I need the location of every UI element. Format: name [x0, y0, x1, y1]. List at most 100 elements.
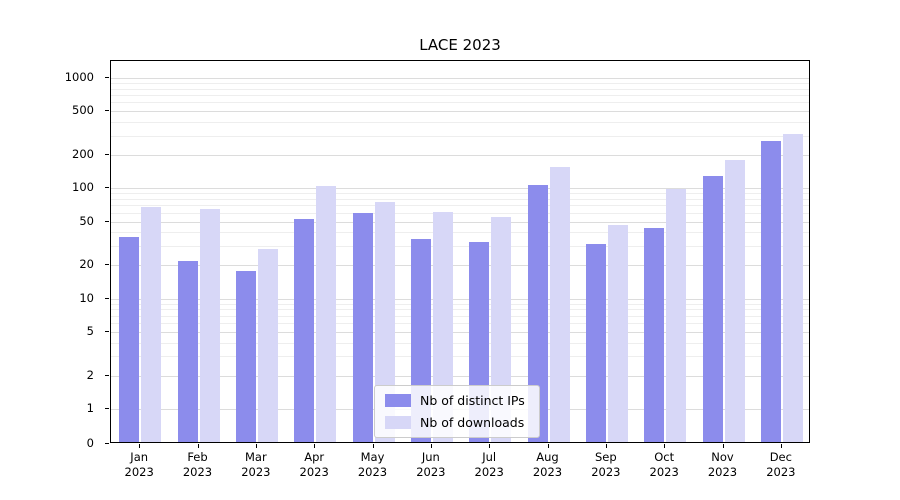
- legend: Nb of distinct IPs Nb of downloads: [374, 385, 540, 438]
- x-tick-mark: [605, 444, 607, 448]
- major-gridline: [111, 331, 809, 333]
- y-tick-mark: [105, 330, 109, 332]
- y-tick-mark: [105, 264, 109, 266]
- y-tick-label: 20: [79, 257, 94, 272]
- y-tick-mark: [105, 443, 109, 444]
- x-tick-label: Nov 2023: [707, 450, 738, 479]
- major-gridline: [111, 375, 809, 377]
- legend-item-downloads: Nb of downloads: [385, 415, 525, 430]
- major-gridline: [111, 221, 809, 223]
- y-tick-label: 0: [86, 436, 94, 450]
- bar: [782, 133, 803, 442]
- x-tick-mark: [722, 444, 724, 448]
- y-tick-label: 50: [79, 213, 94, 228]
- minor-gridline: [111, 303, 809, 305]
- bar: [177, 261, 198, 442]
- minor-gridline: [111, 356, 809, 358]
- legend-item-distinct-ips: Nb of distinct IPs: [385, 393, 525, 408]
- bar: [119, 236, 140, 442]
- minor-gridline: [111, 193, 809, 195]
- legend-label-distinct-ips: Nb of distinct IPs: [420, 393, 525, 408]
- minor-gridline: [111, 323, 809, 325]
- x-tick-label: Jan 2023: [124, 450, 154, 479]
- x-tick-mark: [197, 444, 199, 448]
- bar: [199, 209, 220, 442]
- x-tick-label: Aug 2023: [532, 450, 563, 479]
- y-tick-label: 100: [72, 180, 94, 195]
- minor-gridline: [111, 102, 809, 104]
- bar: [702, 175, 723, 442]
- major-gridline: [111, 155, 809, 157]
- minor-gridline: [111, 83, 809, 85]
- minor-gridline: [111, 121, 809, 123]
- minor-gridline: [111, 212, 809, 214]
- bar: [141, 206, 162, 442]
- minor-gridline: [111, 342, 809, 344]
- x-tick-mark: [547, 444, 549, 448]
- legend-swatch-downloads: [385, 416, 411, 429]
- x-tick-label: Apr 2023: [299, 450, 329, 479]
- legend-label-downloads: Nb of downloads: [420, 415, 525, 430]
- plot-area: Nb of distinct IPs Nb of downloads: [110, 60, 810, 443]
- major-gridline: [111, 78, 809, 79]
- y-tick-mark: [105, 154, 109, 156]
- bar: [294, 218, 315, 442]
- minor-gridline: [111, 232, 809, 234]
- bar: [235, 271, 256, 442]
- minor-gridline: [111, 199, 809, 201]
- x-tick-mark: [314, 444, 316, 448]
- major-gridline: [111, 298, 809, 300]
- x-axis: Jan 2023 Feb 2023 Mar 2023 Apr 2023 May 2023 Jun 20…: [110, 443, 810, 488]
- bar: [724, 159, 745, 442]
- y-tick-mark: [105, 220, 109, 222]
- legend-swatch-distinct-ips: [385, 394, 411, 407]
- bar: [352, 213, 373, 442]
- x-tick-label: Jul 2023: [474, 450, 504, 479]
- major-gridline: [111, 188, 809, 190]
- bar: [257, 249, 278, 442]
- y-tick-label: 200: [72, 147, 94, 162]
- x-tick-label: Oct 2023: [649, 450, 679, 479]
- bar: [760, 140, 781, 442]
- bar: [527, 184, 548, 442]
- major-gridline: [111, 265, 809, 267]
- x-tick-label: Dec 2023: [766, 450, 796, 479]
- bar: [316, 186, 337, 442]
- y-tick-label: 1000: [64, 70, 94, 84]
- bar: [585, 244, 606, 442]
- y-tick-mark: [105, 77, 109, 78]
- x-tick-mark: [372, 444, 374, 448]
- minor-gridline: [111, 135, 809, 137]
- bar: [666, 188, 687, 442]
- x-tick-label: Feb 2023: [182, 450, 213, 479]
- y-tick-mark: [105, 187, 109, 189]
- y-tick-mark: [105, 374, 109, 376]
- y-tick-mark: [105, 297, 109, 299]
- y-tick-label: 5: [86, 323, 94, 338]
- y-tick-mark: [105, 110, 109, 112]
- chart-title: LACE 2023: [419, 36, 501, 54]
- minor-gridline: [111, 315, 809, 317]
- y-tick-label: 2: [86, 367, 94, 382]
- bar: [374, 202, 395, 442]
- bar: [432, 211, 453, 442]
- bar: [549, 166, 570, 442]
- bar: [644, 227, 665, 442]
- minor-gridline: [111, 88, 809, 90]
- y-axis: 0 1 2 5 10 20 50 100 200 500 1000: [0, 60, 110, 450]
- y-tick-mark: [105, 408, 109, 409]
- x-tick-mark: [489, 444, 491, 448]
- x-tick-mark: [780, 444, 782, 448]
- x-tick-label: Sep 2023: [591, 450, 621, 479]
- y-tick-label: 500: [72, 103, 94, 118]
- minor-gridline: [111, 309, 809, 311]
- x-tick-mark: [255, 444, 257, 448]
- y-tick-label: 1: [86, 401, 94, 415]
- major-gridline: [111, 111, 809, 113]
- x-tick-label: May 2023: [357, 450, 388, 479]
- x-tick-label: Mar 2023: [241, 450, 271, 479]
- minor-gridline: [111, 246, 809, 248]
- minor-gridline: [111, 95, 809, 97]
- x-tick-label: Jun 2023: [416, 450, 446, 479]
- x-tick-mark: [139, 444, 141, 448]
